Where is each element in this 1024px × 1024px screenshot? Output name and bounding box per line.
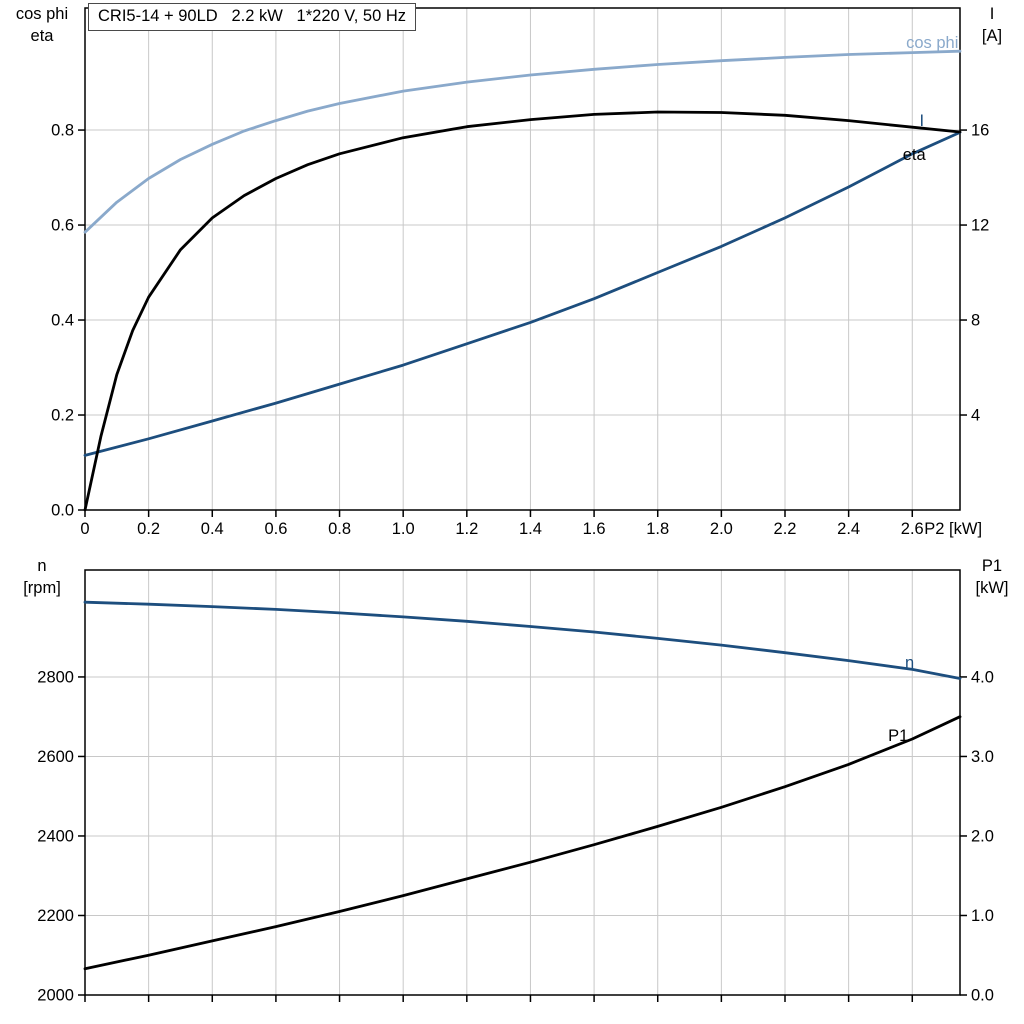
series-label-n: n	[905, 654, 914, 672]
x-tick-label: 0.8	[328, 520, 351, 538]
x-tick-label: 0.2	[137, 520, 160, 538]
x-tick-label: 0	[80, 520, 89, 538]
series-curve-eta	[83, 110, 962, 512]
y-left-axis-title-line2: eta	[30, 26, 54, 45]
x-tick-label: 1.4	[519, 520, 542, 538]
x-tick-label: 0.6	[264, 520, 287, 538]
n-axis-title-line1: n	[37, 557, 47, 575]
bottom-chart-canvas: 2000 2200 2400 2600 2800 0.0 1.0 2.0 3.0 4.0 n P1	[37, 569, 994, 1005]
y-right-tick-label: 2.0	[971, 827, 994, 845]
y-left-tick-label: 2000	[37, 987, 74, 1005]
top-right-axis-title: I [A]	[962, 4, 1022, 48]
series-curve-i	[83, 130, 962, 457]
y-right-tick-label: 1.0	[971, 907, 994, 925]
y-right-axis-title-line1: I	[989, 5, 995, 23]
y-left-tick-label: 0.2	[51, 407, 74, 425]
x-tick-label: 1.6	[583, 520, 606, 538]
y-left-tick-label: 2800	[37, 668, 74, 686]
top-chart-canvas: 0.0 0.2 0.4 0.6 0.8 4 8 12 16 0 0.2 0.4 0.6 0.8 1.0 1.2…	[51, 7, 989, 538]
y-right-tick-label: 16	[971, 122, 989, 140]
x-tick-label: 1.2	[455, 520, 478, 538]
chart-title-box: CRI5-14 + 90LD 2.2 kW 1*220 V, 50 Hz	[88, 3, 417, 31]
x-axis-label: P2 [kW]	[924, 520, 982, 538]
series-label-i: I	[920, 112, 925, 130]
series-curve-n	[83, 600, 962, 680]
x-tick-label: 1.8	[646, 520, 669, 538]
plot-border	[84, 7, 961, 511]
y-right-tick-label: 4	[971, 407, 980, 425]
y-left-axis-title-line1: cos phi	[15, 5, 69, 23]
y-left-tick-label: 2600	[37, 748, 74, 766]
x-tick-label: 0.4	[201, 520, 224, 538]
p1-axis-title-line1: P1	[981, 557, 1003, 575]
x-tick-label: 2.0	[710, 520, 733, 538]
series-curve-cos-phi	[83, 49, 962, 234]
y-right-axis-title-line2: [A]	[981, 26, 1003, 45]
x-tick-label: 2.2	[774, 520, 797, 538]
y-left-tick-label: 0.0	[51, 502, 74, 520]
x-tick-label: 2.4	[837, 520, 860, 538]
y-left-tick-label: 2200	[37, 907, 74, 925]
series-curve-p1	[83, 715, 962, 971]
bottom-right-axis-title: P1 [kW]	[960, 556, 1024, 600]
n-axis-title-line2: [rpm]	[23, 578, 61, 597]
y-left-tick-label: 0.4	[51, 312, 74, 330]
series-label-eta: eta	[903, 146, 927, 164]
x-tick-label: 1.0	[392, 520, 415, 538]
bottom-left-axis-title: n [rpm]	[2, 556, 82, 600]
y-right-tick-label: 0.0	[971, 987, 994, 1005]
series-label-p1: P1	[888, 727, 908, 745]
y-right-tick-label: 4.0	[971, 668, 994, 686]
p1-axis-title-line2: [kW]	[975, 578, 1009, 597]
y-right-tick-label: 12	[971, 217, 989, 235]
series-label-cos-phi: cos phi	[906, 34, 958, 52]
y-left-tick-label: 0.6	[51, 217, 74, 235]
top-left-axis-title: cos phi eta	[2, 4, 82, 48]
y-right-tick-label: 3.0	[971, 748, 994, 766]
y-left-tick-label: 0.8	[51, 122, 74, 140]
plot-border	[84, 569, 961, 996]
x-tick-label: 2.6	[901, 520, 924, 538]
y-right-tick-label: 8	[971, 312, 980, 330]
y-left-tick-label: 2400	[37, 827, 74, 845]
